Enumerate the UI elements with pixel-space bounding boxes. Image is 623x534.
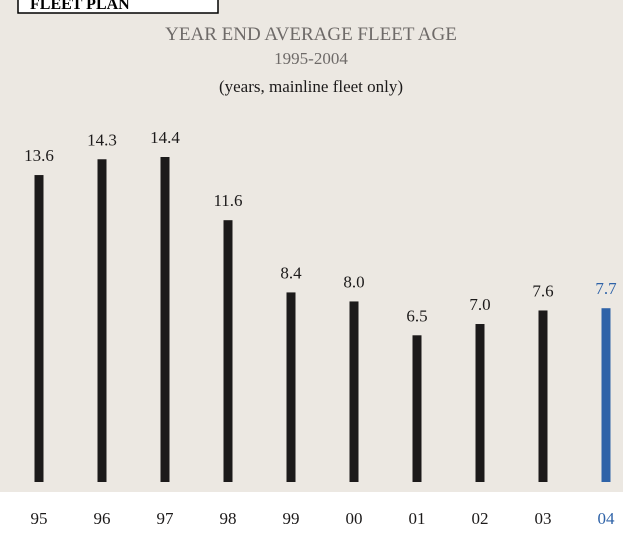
x-tick-label: 98 [220,509,237,528]
bar [475,324,485,482]
x-tick-label: 03 [535,509,552,528]
x-tick-label: 96 [94,509,111,528]
chart-title: YEAR END AVERAGE FLEET AGE [165,24,457,45]
x-tick-label: 01 [409,509,426,528]
bar [349,301,359,482]
value-label: 13.6 [24,146,54,165]
bar [412,335,422,482]
value-label: 14.3 [87,130,117,149]
x-tick-label: 97 [157,509,175,528]
x-tick-label: 04 [598,509,616,528]
value-label: 6.5 [406,306,427,325]
value-label: 14.4 [150,128,180,147]
bar [538,310,548,482]
bar [97,159,107,482]
bar [286,292,296,482]
bar [160,157,170,482]
x-tick-label: 95 [31,509,48,528]
value-label: 7.0 [469,295,490,314]
section-label: FLEET PLAN [30,0,130,13]
value-label: 8.4 [280,263,302,282]
bar [601,308,611,482]
value-label: 7.7 [595,279,617,298]
value-label: 8.0 [343,272,364,291]
bar [223,220,233,482]
bar [34,175,44,483]
chart-annotation: (years, mainline fleet only) [219,77,403,96]
x-tick-label: 99 [283,509,300,528]
chart-subtitle: 1995-2004 [274,49,348,68]
x-tick-label: 02 [472,509,489,528]
value-label: 11.6 [213,191,242,210]
section-box [17,0,219,14]
chart-background [0,0,623,492]
value-label: 7.6 [532,281,553,300]
x-tick-label: 00 [346,509,363,528]
